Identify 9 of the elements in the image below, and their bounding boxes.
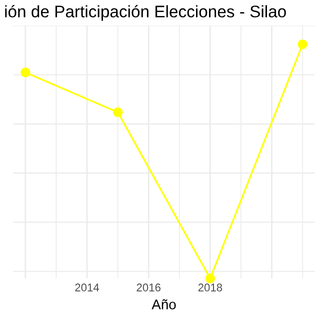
point — [112, 107, 123, 118]
point — [205, 274, 216, 284]
x-tick-label: 2016 — [136, 284, 160, 292]
point — [20, 68, 30, 78]
x-tick-label: 2014 — [75, 284, 100, 292]
chart-title: ión de Participación Elecciones - Silao — [5, 4, 286, 21]
x-axis-title: Año — [152, 299, 176, 310]
point — [298, 39, 308, 50]
x-tick-label: 2018 — [198, 284, 222, 292]
